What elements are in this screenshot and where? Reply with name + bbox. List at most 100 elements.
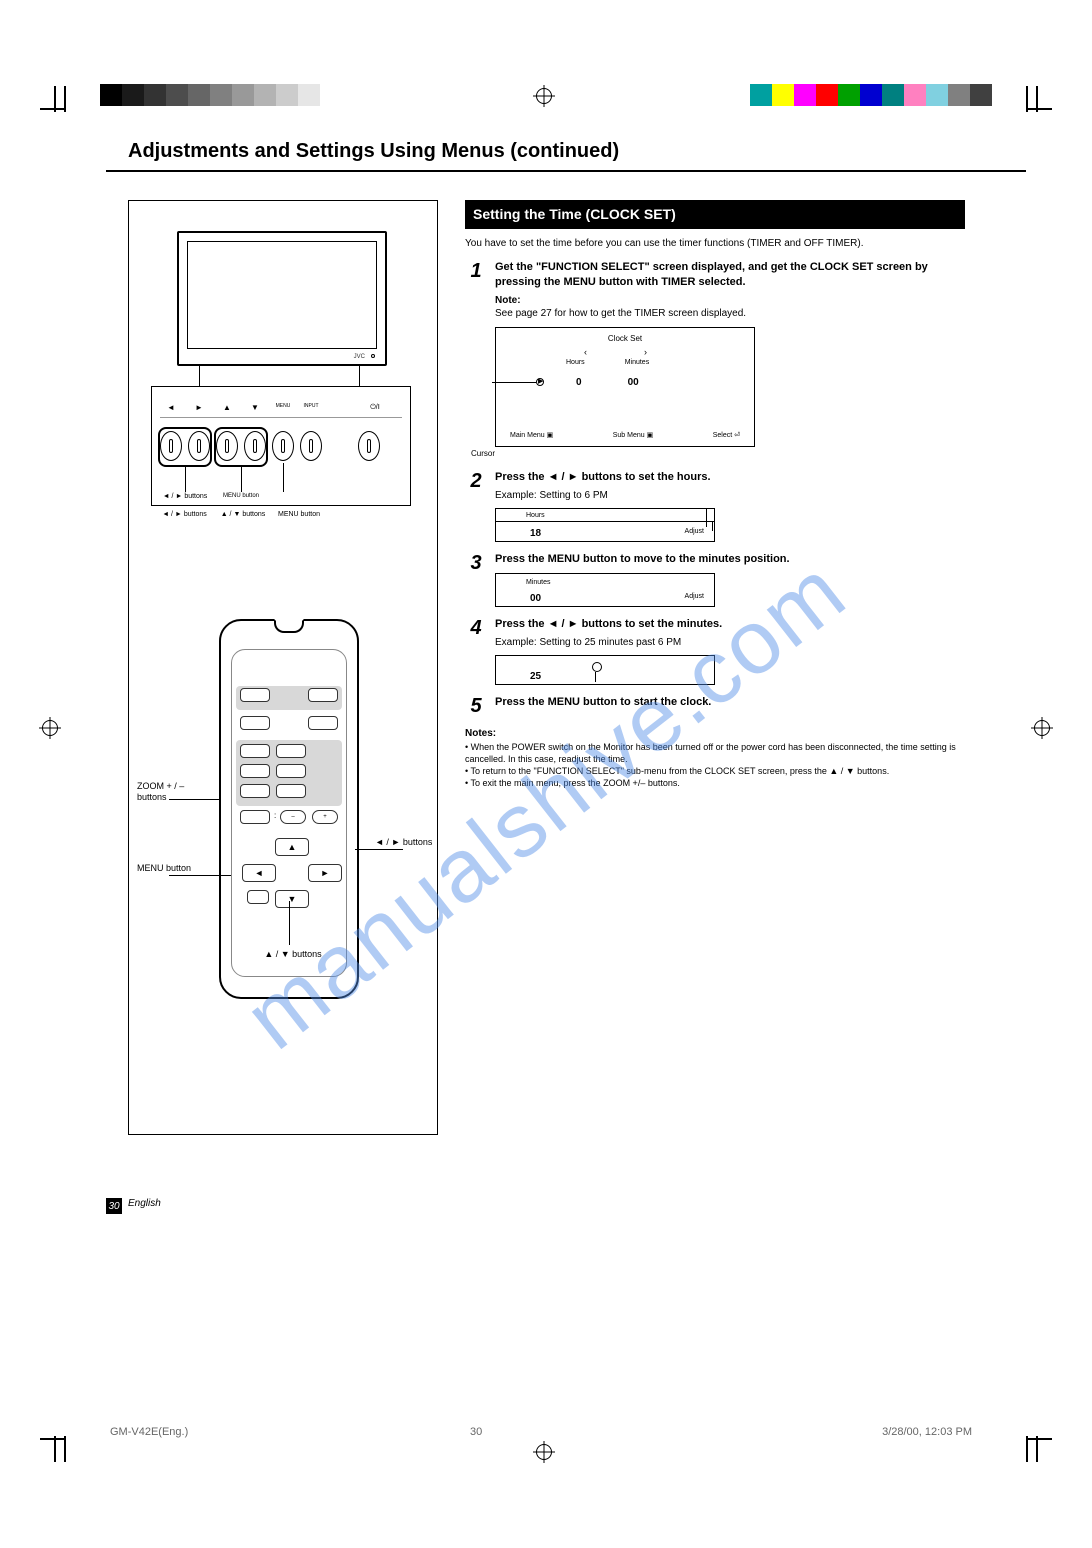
pointer-line — [241, 467, 242, 492]
zoom-callout-label: ZOOM + / – buttons — [137, 781, 207, 803]
pointer-line — [283, 463, 284, 492]
position-button[interactable] — [240, 784, 270, 798]
cursor-pointer-line — [492, 382, 536, 383]
step-1-title: Get the "FUNCTION SELECT" screen display… — [495, 260, 965, 290]
callout-line — [169, 875, 231, 876]
divider — [160, 417, 402, 418]
colon-icon: : — [274, 811, 276, 820]
adjust-label: Adjust — [685, 527, 704, 536]
note-item: • To return to the "FUNCTION SELECT" sub… — [465, 765, 965, 777]
time-values: 0 00 — [576, 376, 639, 390]
step-number: 3 — [465, 552, 487, 574]
crop-mark — [40, 1438, 66, 1440]
section-title: Adjustments and Settings Using Menus (co… — [128, 140, 619, 163]
arrow-pad: ▲ ◄ ► ▼ — [242, 838, 342, 918]
remote-menu-button[interactable] — [247, 890, 269, 904]
hours-value: 0 — [576, 376, 582, 390]
zoom-plus-button[interactable]: + — [312, 810, 338, 824]
step-1: 1 Get the "FUNCTION SELECT" screen displ… — [465, 260, 965, 459]
intro-text: You have to set the time before you can … — [465, 237, 965, 251]
zoom-button[interactable] — [240, 810, 270, 824]
sub-menu-hint: Sub Menu ▣ — [613, 431, 653, 440]
plus-icon: + — [323, 814, 327, 820]
cursor-caption: Cursor — [471, 449, 965, 460]
down-arrow-icon: ▼ — [244, 403, 266, 412]
note-item: • To exit the main menu, press the ZOOM … — [465, 777, 965, 789]
marker-icon — [592, 662, 602, 672]
window-title: Clock Set — [608, 334, 642, 345]
hours-value: 18 — [530, 527, 541, 541]
zoom-minus-button[interactable]: – — [280, 810, 306, 824]
step-number: 4 — [465, 617, 487, 639]
step-number: 5 — [465, 695, 487, 717]
note-1: When the POWER switch on the Monitor has… — [465, 742, 956, 764]
right-arrow-icon: ► — [321, 868, 330, 878]
crop-mark — [1026, 108, 1052, 110]
step-5: 5 Press the MENU button to start the clo… — [465, 695, 965, 717]
header-divider — [106, 170, 1026, 172]
remote-notch — [274, 619, 304, 633]
tv-sensor-icon — [371, 354, 375, 358]
callout-line — [359, 366, 360, 386]
note-label: Note: — [495, 295, 521, 306]
registration-mark-icon — [42, 720, 58, 736]
pinp-button[interactable] — [240, 764, 270, 778]
step-2: 2 Press the ◄ / ► buttons to set the hou… — [465, 470, 965, 542]
step-4-title: Press the ◄ / ► buttons to set the minut… — [495, 617, 965, 632]
crop-mark — [1026, 1438, 1052, 1440]
panel-input-button[interactable] — [300, 431, 322, 461]
footer-left: GM-V42E(Eng.) — [110, 1426, 188, 1438]
panel-power-button[interactable] — [358, 431, 380, 461]
power-button[interactable] — [240, 688, 270, 702]
step-4-screen: 25 — [495, 655, 715, 685]
display-button[interactable] — [308, 688, 338, 702]
group2-label-below: ▲ / ▼ buttons — [213, 511, 273, 518]
down-arrow-button[interactable]: ▼ — [275, 890, 309, 908]
group-box-ud — [214, 427, 268, 467]
left-arrow-button[interactable]: ◄ — [242, 864, 276, 882]
minutes-value: 00 — [628, 376, 639, 390]
step-4-example: Example: Setting to 25 minutes past 6 PM — [495, 636, 965, 650]
callout-line — [289, 901, 290, 945]
nav-next-icon: › — [644, 346, 647, 358]
video-button[interactable] — [240, 744, 270, 758]
menu-label: MENU — [272, 403, 294, 412]
column-labels: Hours Minutes — [566, 358, 649, 367]
screen-right-notch — [706, 509, 707, 527]
window-footer: Main Menu ▣ Sub Menu ▣ Select ⏎ — [510, 431, 740, 440]
step-3: 3 Press the MENU button to move to the m… — [465, 552, 965, 607]
adjust-label: Adjust — [685, 592, 704, 601]
muting-button[interactable] — [240, 716, 270, 730]
right-arrow-button[interactable]: ► — [308, 864, 342, 882]
size-button[interactable] — [276, 784, 306, 798]
group-box-lr — [158, 427, 212, 467]
power-icon: ⏻/Ⅰ — [364, 403, 386, 412]
menu-callout-label: MENU button — [137, 863, 207, 874]
tv-monitor-icon: JVC — [177, 231, 387, 366]
tv-screen — [187, 241, 377, 349]
tv-brand-label: JVC — [354, 354, 365, 360]
main-menu-hint: Main Menu ▣ — [510, 431, 553, 440]
freeze-button[interactable] — [276, 764, 306, 778]
left-arrow-icon: ◄ — [160, 403, 182, 412]
registration-mark-icon — [536, 88, 552, 104]
input-label: INPUT — [300, 403, 322, 412]
up-arrow-icon: ▲ — [216, 403, 238, 412]
crop-mark — [40, 108, 66, 110]
right-arrow-icon: ► — [188, 403, 210, 412]
up-arrow-button[interactable]: ▲ — [275, 838, 309, 856]
note-2: To return to the "FUNCTION SELECT" sub-m… — [471, 766, 890, 776]
group1-label: ◄ / ► buttons — [160, 493, 210, 500]
rgb-button[interactable] — [276, 744, 306, 758]
notes-title: Notes: — [465, 727, 965, 741]
group1-label-below: ◄ / ► buttons — [157, 511, 212, 518]
clock-set-heading: Setting the Time (CLOCK SET) — [465, 200, 965, 229]
aspect-button[interactable] — [308, 716, 338, 730]
menu-button-label: MENU button — [216, 493, 266, 499]
minutes-label: Minutes — [526, 578, 551, 587]
callout-line — [199, 366, 200, 386]
instructions-column: Setting the Time (CLOCK SET) You have to… — [465, 200, 965, 789]
panel-menu-button[interactable] — [272, 431, 294, 461]
up-arrow-icon: ▲ — [288, 842, 297, 852]
step-5-title: Press the MENU button to start the clock… — [495, 695, 965, 710]
